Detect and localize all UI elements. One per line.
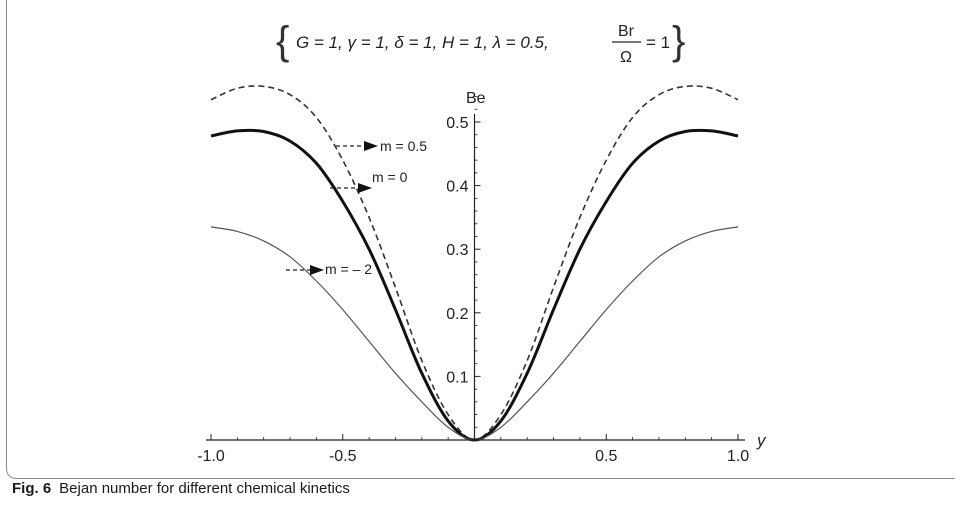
y-axis-label: Be bbox=[466, 90, 486, 107]
caption-text: Bejan number for different chemical kine… bbox=[59, 480, 350, 497]
x-tick-label: 1.0 bbox=[727, 448, 749, 465]
annotation-arrow-head bbox=[364, 141, 378, 151]
axes: y Be bbox=[206, 90, 767, 450]
x-tick-label: -1.0 bbox=[197, 448, 225, 465]
parameter-list: G = 1, γ = 1, δ = 1, H = 1, λ = 0.5, bbox=[296, 33, 549, 52]
y-tick-label: 0.5 bbox=[446, 115, 468, 132]
parameter-item: G = 1, bbox=[296, 33, 348, 52]
annotation-label: m = 0.5 bbox=[380, 138, 427, 154]
figure-caption: Fig. 6 Bejan number for different chemica… bbox=[12, 480, 350, 497]
fraction-value: = 1 bbox=[646, 33, 670, 52]
fraction-denominator: Ω bbox=[620, 49, 632, 66]
caption-label: Fig. 6 bbox=[12, 480, 52, 497]
annotation-label: m = – 2 bbox=[325, 261, 372, 277]
parameter-item: γ = 1, bbox=[348, 33, 395, 52]
parameter-item: λ = 0.5, bbox=[492, 33, 549, 52]
fraction-numerator: Br bbox=[618, 23, 635, 40]
y-tick-label: 0.4 bbox=[446, 179, 468, 196]
parameter-item: δ = 1, bbox=[394, 33, 442, 52]
x-tick-label: -0.5 bbox=[329, 448, 357, 465]
parameter-item: H = 1, bbox=[442, 33, 493, 52]
figure-frame bbox=[6, 0, 955, 479]
y-tick-label: 0.3 bbox=[446, 242, 468, 259]
x-axis-label: y bbox=[756, 431, 767, 450]
parameter-header: { G = 1, γ = 1, δ = 1, H = 1, λ = 0.5, Br… bbox=[276, 19, 685, 66]
right-brace: } bbox=[672, 19, 685, 63]
bejan-number-chart: { G = 1, γ = 1, δ = 1, H = 1, λ = 0.5, Br… bbox=[197, 19, 767, 465]
annotation-label: m = 0 bbox=[372, 169, 408, 185]
annotation-arrow-head bbox=[310, 265, 324, 275]
ticks: -1.0 -0.5 0.5 1.0 0.1 0.2 0.3 0.4 0.5 bbox=[197, 96, 749, 465]
left-brace: { bbox=[276, 19, 289, 63]
y-tick-label: 0.2 bbox=[446, 306, 468, 323]
x-tick-label: 0.5 bbox=[595, 448, 617, 465]
annotation-arrow-head bbox=[358, 183, 372, 193]
y-tick-label: 0.1 bbox=[446, 369, 468, 386]
annotations: m = 0.5 m = 0 m = – 2 bbox=[286, 138, 427, 277]
